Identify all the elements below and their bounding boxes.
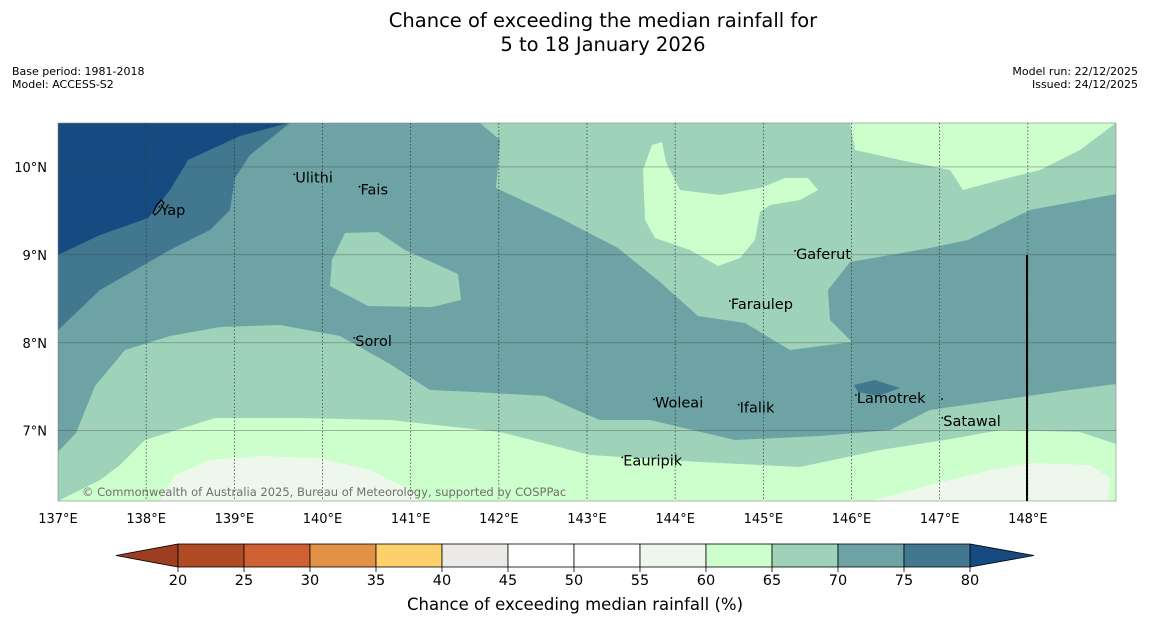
colorbar-swatch	[375, 543, 443, 568]
longitude-tick-label: 143°E	[567, 512, 607, 527]
longitude-tick-label: 138°E	[126, 512, 166, 527]
longitude-tick-label: 144°E	[655, 512, 695, 527]
longitude-tick-label: 148°E	[1008, 512, 1048, 527]
place-marker	[737, 403, 740, 406]
place-labels: Yap Ulithi Fais Gaferut Faraulep Sorol Woleai I…	[158, 170, 1001, 469]
colorbar-tick-label: 80	[961, 573, 979, 589]
band-60-65-north	[850, 123, 1116, 190]
copyright-text: © Commonwealth of Australia 2025, Bureau…	[82, 485, 566, 499]
longitude-tick-label: 145°E	[744, 512, 784, 527]
place-marker	[855, 394, 857, 396]
place-marker	[158, 206, 161, 208]
colorbar-swatch	[639, 543, 707, 568]
place-marker	[621, 456, 624, 459]
latitude-tick-label: 9°N	[23, 249, 48, 264]
colorbar-swatch	[771, 543, 839, 568]
latitude-tick-label: 7°N	[23, 425, 48, 440]
colorbar-label: Chance of exceeding median rainfall (%)	[407, 595, 743, 614]
title-line-2: 5 to 18 January 2026	[500, 33, 706, 56]
longitude-tick-label: 141°E	[391, 512, 431, 527]
colorbar-swatch	[903, 543, 971, 568]
base-period-text: Base period: 1981-2018	[12, 65, 145, 78]
colorbar-tick-label: 30	[301, 573, 319, 589]
place-marker	[353, 336, 356, 339]
colorbar-tick-label: 60	[697, 573, 715, 589]
title-line-1: Chance of exceeding the median rainfall …	[388, 9, 818, 32]
colorbar-tick-label: 65	[763, 573, 781, 589]
place-label: Eauripik	[623, 453, 682, 469]
yap-island-outline	[152, 199, 165, 216]
colorbar-tick-label: 25	[235, 573, 253, 589]
place-marker	[653, 398, 655, 401]
colorbar-tick-label: 55	[631, 573, 649, 589]
colorbar-swatch	[507, 543, 575, 568]
colorbar-swatch	[573, 543, 641, 568]
band-55-60-southeast	[870, 463, 1110, 501]
band-60-65-central	[643, 142, 818, 266]
place-label: Ifalik	[740, 401, 775, 417]
place-label: Lamotrek	[857, 391, 926, 407]
colorbar-swatch	[177, 543, 245, 568]
colorbar-tick-label: 50	[565, 573, 583, 589]
colorbar-tick-label: 75	[895, 573, 913, 589]
place-label: Sorol	[355, 334, 392, 350]
place-label: Satawal	[943, 414, 1000, 430]
place-label: Gaferut	[796, 247, 851, 263]
map-title: Chance of exceeding the median rainfall …	[0, 9, 1150, 57]
model-run-text: Model run: 22/12/2025	[1012, 65, 1138, 78]
longitude-tick-label: 140°E	[303, 512, 343, 527]
place-marker	[728, 300, 731, 302]
longitude-tick-label: 142°E	[479, 512, 519, 527]
band-65-70-inner	[330, 232, 461, 307]
colorbar-tick-label: 35	[367, 573, 385, 589]
colorbar-high-extension	[969, 543, 1035, 568]
place-label: Woleai	[655, 395, 703, 411]
colorbar-swatch	[837, 543, 905, 568]
colorbar-swatch	[441, 543, 509, 568]
issued-text: Issued: 24/12/2025	[1031, 78, 1138, 91]
place-marker	[941, 398, 943, 400]
colorbar: 20 25 30 35 40 45 50 55 60 65 70 75 80	[115, 543, 1035, 589]
colorbar-swatch	[705, 543, 773, 568]
issue-info: Model run: 22/12/2025 Issued: 24/12/2025	[1012, 65, 1138, 91]
place-label: Yap	[159, 203, 185, 219]
longitude-tick-label: 146°E	[832, 512, 872, 527]
colorbar-tick-label: 45	[499, 573, 517, 589]
model-info: Base period: 1981-2018 Model: ACCESS-S2	[12, 65, 144, 91]
place-marker	[794, 249, 796, 252]
place-label: Ulithi	[295, 170, 333, 186]
longitude-tick-label: 139°E	[215, 512, 255, 527]
model-name-text: Model: ACCESS-S2	[12, 78, 114, 91]
latitude-axis: 10°N 9°N 8°N 7°N	[14, 161, 47, 440]
latitude-tick-label: 8°N	[23, 337, 48, 352]
place-marker	[941, 416, 944, 419]
longitude-tick-label: 137°E	[38, 512, 78, 527]
place-label: Fais	[361, 183, 388, 199]
colorbar-tick-label: 20	[169, 573, 187, 589]
colorbar-swatch	[243, 543, 311, 568]
place-marker	[293, 173, 296, 176]
band-55-60-south	[160, 456, 420, 501]
band-70-75-lamotrek	[854, 380, 900, 396]
longitude-axis: 137°E 138°E 139°E 140°E 141°E 142°E 143°E 144°E…	[38, 512, 1047, 527]
place-label: Faraulep	[731, 297, 793, 313]
latitude-tick-label: 10°N	[14, 161, 47, 176]
colorbar-tick-label: 40	[433, 573, 451, 589]
colorbar-low-extension	[115, 543, 179, 568]
place-marker	[358, 185, 361, 188]
colorbar-tick-label: 70	[829, 573, 847, 589]
colorbar-swatch	[309, 543, 377, 568]
latitude-grid	[58, 166, 1116, 431]
band-80-plus	[58, 123, 288, 255]
longitude-tick-label: 147°E	[920, 512, 960, 527]
